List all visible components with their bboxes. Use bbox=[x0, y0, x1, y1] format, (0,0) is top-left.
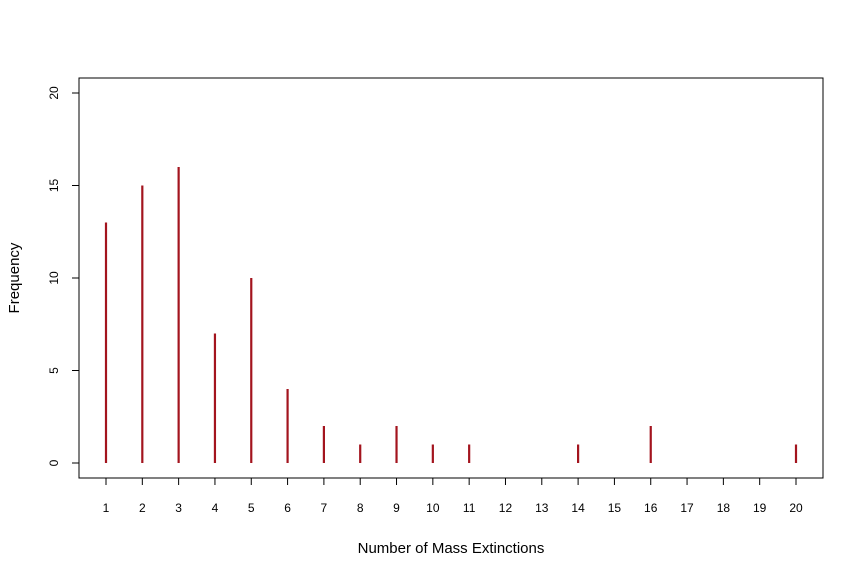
y-tick-label-10: 10 bbox=[47, 271, 61, 285]
y-tick-label-15: 15 bbox=[47, 179, 61, 193]
x-tick-label-16: 16 bbox=[644, 501, 658, 515]
x-tick-label-12: 12 bbox=[499, 501, 513, 515]
x-tick-label-14: 14 bbox=[571, 501, 585, 515]
x-tick-label-17: 17 bbox=[680, 501, 694, 515]
x-tick-label-4: 4 bbox=[212, 501, 219, 515]
y-tick-label-5: 5 bbox=[47, 367, 61, 374]
y-axis-title: Frequency bbox=[6, 242, 23, 313]
x-tick-label-11: 11 bbox=[463, 501, 476, 515]
x-tick-label-2: 2 bbox=[139, 501, 146, 515]
x-axis-title: Number of Mass Extinctions bbox=[358, 540, 545, 557]
y-axis: 0 5 10 15 20 bbox=[47, 86, 80, 466]
plot-frame bbox=[78, 77, 824, 479]
x-tick-label-7: 7 bbox=[321, 501, 328, 515]
x-tick-label-3: 3 bbox=[175, 501, 182, 515]
x-tick-label-18: 18 bbox=[717, 501, 731, 515]
y-tick-label-0: 0 bbox=[47, 459, 61, 466]
x-tick-label-6: 6 bbox=[284, 501, 291, 515]
x-tick-label-10: 10 bbox=[426, 501, 440, 515]
x-tick-label-8: 8 bbox=[357, 501, 364, 515]
x-tick-label-9: 9 bbox=[393, 501, 400, 515]
x-tick-label-5: 5 bbox=[248, 501, 255, 515]
x-tick-label-20: 20 bbox=[789, 501, 803, 515]
x-axis: 1 2 3 4 5 6 7 8 9 10 11 12 13 14 15 16 17 18 19 20 bbox=[103, 477, 803, 515]
y-tick-label-20: 20 bbox=[47, 86, 61, 100]
x-tick-label-15: 15 bbox=[608, 501, 622, 515]
x-tick-label-1: 1 bbox=[103, 501, 110, 515]
x-tick-label-13: 13 bbox=[535, 501, 549, 515]
spike-series bbox=[104, 167, 798, 463]
x-tick-label-19: 19 bbox=[753, 501, 767, 515]
